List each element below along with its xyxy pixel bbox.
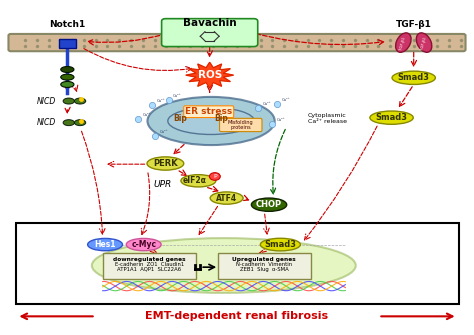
Text: ATP1A1  AQP1  SLC22A6: ATP1A1 AQP1 SLC22A6	[117, 267, 182, 271]
Text: Ca²⁺: Ca²⁺	[263, 103, 271, 107]
Ellipse shape	[63, 120, 74, 126]
Ellipse shape	[260, 238, 301, 251]
Text: PERK: PERK	[153, 159, 178, 168]
FancyBboxPatch shape	[218, 253, 310, 279]
Text: TGF-β1: TGF-β1	[400, 36, 407, 51]
Ellipse shape	[63, 98, 74, 104]
Text: Bip: Bip	[215, 114, 228, 123]
Text: ATF4: ATF4	[216, 194, 237, 203]
Ellipse shape	[210, 192, 243, 204]
Text: TGF-β1: TGF-β1	[396, 20, 432, 29]
Ellipse shape	[147, 97, 275, 145]
Ellipse shape	[392, 71, 436, 84]
Ellipse shape	[251, 198, 287, 211]
Text: Hes1: Hes1	[94, 240, 116, 249]
Text: Ca²⁺: Ca²⁺	[160, 130, 168, 134]
Ellipse shape	[126, 239, 161, 251]
Ellipse shape	[61, 74, 74, 80]
Text: downregulated genes: downregulated genes	[113, 257, 186, 262]
Ellipse shape	[92, 238, 356, 293]
Text: Ca²⁺: Ca²⁺	[156, 99, 165, 103]
FancyBboxPatch shape	[219, 118, 262, 132]
Text: Ca²⁺: Ca²⁺	[281, 98, 290, 103]
Text: Ca²⁺: Ca²⁺	[173, 94, 182, 98]
Text: TGF-β1: TGF-β1	[420, 36, 428, 51]
Ellipse shape	[74, 120, 86, 126]
Ellipse shape	[147, 157, 184, 170]
Text: ER stress: ER stress	[185, 107, 232, 116]
Ellipse shape	[396, 33, 411, 52]
Text: E-cadherin  ZO1  Claudin1: E-cadherin ZO1 Claudin1	[115, 262, 184, 267]
Text: P: P	[213, 174, 217, 179]
Text: CHOP: CHOP	[256, 200, 282, 209]
Text: N-cadherin  Vimentin: N-cadherin Vimentin	[236, 262, 292, 267]
Ellipse shape	[61, 67, 74, 72]
FancyBboxPatch shape	[59, 39, 76, 48]
Text: ROS: ROS	[198, 70, 222, 80]
FancyBboxPatch shape	[103, 253, 196, 279]
Ellipse shape	[416, 33, 432, 52]
Text: Smad3: Smad3	[375, 113, 408, 122]
Text: NICD: NICD	[36, 96, 56, 106]
Text: Bavachin: Bavachin	[183, 18, 237, 28]
Ellipse shape	[74, 98, 86, 104]
Text: EMT-dependent renal fibrosis: EMT-dependent renal fibrosis	[146, 311, 328, 321]
FancyBboxPatch shape	[9, 34, 465, 51]
Text: Cytoplasmic
Ca²⁺ release: Cytoplasmic Ca²⁺ release	[308, 113, 346, 124]
Ellipse shape	[210, 173, 220, 180]
Ellipse shape	[61, 81, 74, 87]
Text: Ca²⁺: Ca²⁺	[277, 118, 285, 122]
Text: Upregulated genes: Upregulated genes	[232, 257, 296, 262]
Text: c-Myc: c-Myc	[131, 240, 156, 249]
Ellipse shape	[88, 239, 122, 251]
Text: eIF2α: eIF2α	[182, 176, 207, 185]
Text: Smad3: Smad3	[398, 73, 430, 82]
Text: Ca²⁺: Ca²⁺	[142, 113, 151, 117]
FancyBboxPatch shape	[162, 19, 258, 47]
Ellipse shape	[370, 111, 413, 124]
Text: Bip: Bip	[173, 114, 187, 123]
Text: Notch1: Notch1	[49, 20, 85, 29]
Text: Smad3: Smad3	[264, 240, 296, 249]
Text: ZEB1  Slug  α-SMA: ZEB1 Slug α-SMA	[240, 267, 289, 271]
Text: NICD: NICD	[36, 118, 56, 127]
Ellipse shape	[181, 175, 216, 187]
Text: UPR: UPR	[154, 180, 172, 189]
Text: Misfolding
proteins: Misfolding proteins	[228, 120, 254, 130]
Polygon shape	[186, 62, 234, 88]
Ellipse shape	[168, 108, 255, 134]
Bar	[17, 223, 459, 305]
